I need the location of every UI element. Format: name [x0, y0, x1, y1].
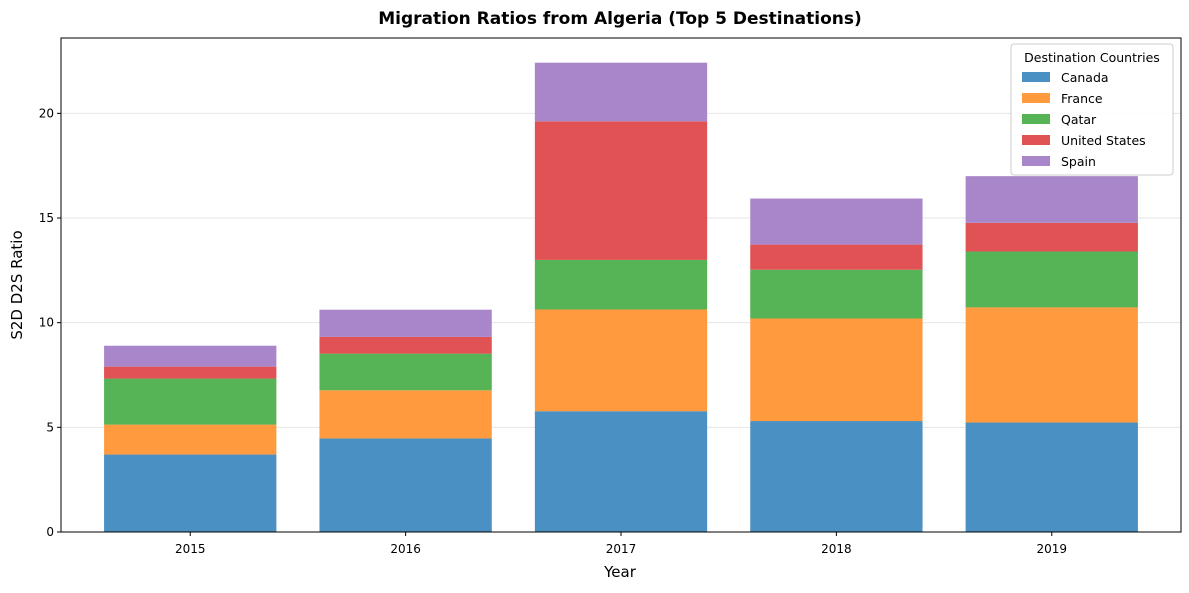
y-axis-label: S2D D2S Ratio: [8, 230, 26, 339]
y-axis: 0 5 10 15 20: [39, 106, 61, 539]
legend-box: [1010, 43, 1174, 176]
x-tick-label: 2017: [606, 542, 637, 556]
bar-segment-france-2019: [965, 307, 1138, 423]
bar-segment-canada-2018: [750, 421, 923, 532]
bar-segment-united-states-2019: [965, 222, 1138, 252]
legend-swatch: [1022, 135, 1050, 145]
y-tick-label: 20: [39, 106, 54, 120]
y-tick-label: 5: [46, 420, 54, 434]
legend: Destination Countries Canada France Qatar Un…: [1010, 43, 1174, 176]
legend-label: Spain: [1061, 154, 1096, 169]
x-tick-label: 2015: [175, 542, 206, 556]
y-tick-label: 10: [39, 316, 54, 330]
x-axis-label: Year: [603, 563, 637, 581]
legend-swatch: [1022, 72, 1050, 82]
bar-segment-united-states-2017: [534, 121, 708, 260]
bar-segment-qatar-2018: [750, 269, 923, 319]
x-axis: 2015 2016 2017 2018 2019: [175, 532, 1067, 556]
legend-label: Canada: [1061, 70, 1109, 85]
bar-segment-spain-2015: [104, 345, 277, 367]
bar-segment-canada-2016: [319, 438, 492, 532]
x-tick-label: 2019: [1036, 542, 1067, 556]
bars: [104, 62, 1138, 532]
bar-segment-united-states-2016: [319, 336, 492, 354]
legend-swatch: [1022, 93, 1050, 103]
chart-title: Migration Ratios from Algeria (Top 5 Des…: [378, 9, 862, 29]
legend-title: Destination Countries: [1024, 50, 1160, 65]
bar-segment-qatar-2019: [965, 251, 1138, 308]
x-tick-label: 2016: [390, 542, 421, 556]
bar-segment-france-2015: [104, 424, 277, 455]
bar-segment-qatar-2017: [534, 259, 708, 310]
bar-segment-spain-2019: [965, 176, 1138, 223]
legend-label: Qatar: [1061, 112, 1097, 127]
bar-segment-canada-2015: [104, 454, 277, 532]
bar-segment-france-2017: [534, 309, 708, 412]
bar-segment-canada-2017: [534, 411, 708, 532]
legend-swatch: [1022, 156, 1050, 166]
bar-segment-spain-2017: [534, 62, 708, 122]
bar-segment-spain-2016: [319, 309, 492, 337]
bar-segment-qatar-2016: [319, 353, 492, 391]
x-tick-label: 2018: [821, 542, 852, 556]
legend-label: United States: [1061, 133, 1146, 148]
bar-segment-united-states-2018: [750, 244, 923, 270]
bar-segment-spain-2018: [750, 198, 923, 245]
bar-segment-united-states-2015: [104, 366, 277, 379]
bar-segment-france-2018: [750, 318, 923, 422]
legend-swatch: [1022, 114, 1050, 124]
y-tick-label: 15: [39, 211, 54, 225]
bar-segment-qatar-2015: [104, 378, 277, 425]
bar-segment-canada-2019: [965, 422, 1138, 532]
bar-segment-france-2016: [319, 390, 492, 439]
y-tick-label: 0: [46, 525, 54, 539]
legend-label: France: [1061, 91, 1103, 106]
